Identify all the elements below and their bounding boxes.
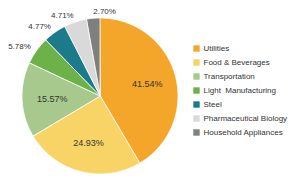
svg-text:Food & Beverages: Food & Beverages [204, 58, 270, 67]
svg-text:5.78%: 5.78% [8, 42, 31, 51]
svg-text:15.57%: 15.57% [37, 94, 68, 104]
svg-text:41.54%: 41.54% [132, 79, 163, 89]
svg-text:2.70%: 2.70% [93, 7, 116, 16]
svg-text:Steel: Steel [204, 100, 222, 109]
svg-text:Household Appliances: Household Appliances [204, 128, 283, 137]
svg-text:Transportation: Transportation [204, 72, 255, 81]
svg-text:4.77%: 4.77% [28, 22, 51, 31]
svg-text:4.71%: 4.71% [51, 11, 74, 20]
svg-text:Utilities: Utilities [204, 44, 230, 53]
svg-text:Pharmaceutical Biology: Pharmaceutical Biology [204, 114, 288, 123]
svg-text:Light Manufacturing: Light Manufacturing [204, 86, 277, 95]
svg-text:24.93%: 24.93% [73, 138, 104, 148]
